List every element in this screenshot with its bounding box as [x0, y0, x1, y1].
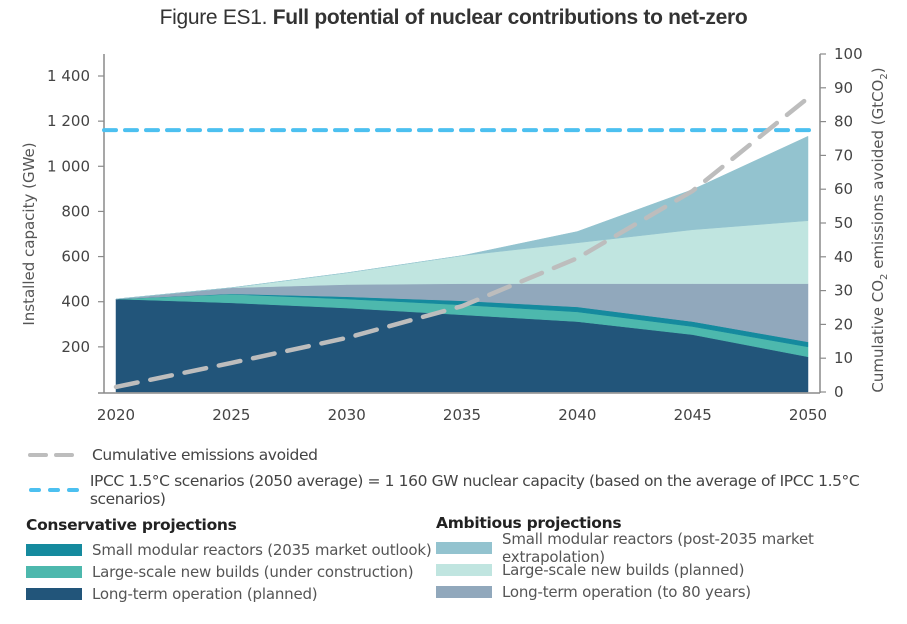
figure-title: Full potential of nuclear contributions … — [272, 6, 748, 29]
y2-tick-label: 50 — [834, 214, 853, 232]
legend-label: Long-term operation (planned) — [92, 585, 318, 603]
legend-ambitious: Ambitious projections Small modular reac… — [436, 514, 907, 603]
legend-item: Small modular reactors (post-2035 market… — [436, 530, 907, 566]
x-tick-label: 2025 — [212, 406, 250, 424]
legend-label: Small modular reactors (2035 market outl… — [92, 541, 432, 559]
y2-tick-label: 60 — [834, 180, 853, 198]
x-tick-label: 2020 — [97, 406, 135, 424]
y-tick-label: 600 — [61, 248, 90, 266]
legend-item: Large-scale new builds (under constructi… — [26, 561, 431, 583]
y2-tick-label: 70 — [834, 146, 853, 164]
y-tick-label: 200 — [61, 338, 90, 356]
legend-swatch — [436, 542, 492, 554]
legend-label: Small modular reactors (post-2035 market… — [502, 530, 814, 566]
legend-item: Long-term operation (to 80 years) — [436, 581, 907, 603]
y-tick-label: 800 — [61, 202, 90, 220]
legend-item: Small modular reactors (2035 market outl… — [26, 539, 432, 561]
legend-label: IPCC 1.5°C scenarios (2050 average) = 1 … — [89, 472, 860, 508]
legend-emissions-line: Cumulative emissions avoided — [28, 446, 318, 464]
y2-axis-title-part: emissions avoided (GtCO — [869, 80, 887, 274]
y-tick-label: 1 200 — [47, 112, 90, 130]
legend-heading: Ambitious projections — [436, 514, 622, 532]
axes — [98, 53, 826, 394]
legend-item: Large-scale new builds (planned) — [436, 559, 907, 581]
x-tick-label: 2030 — [328, 406, 366, 424]
x-tick-label: 2040 — [558, 406, 596, 424]
legend-swatch — [26, 544, 82, 556]
y2-tick-label: 90 — [834, 79, 853, 97]
y2-tick-label: 100 — [834, 45, 863, 63]
area-small-modular-reactors-post-2035-market-extrapolation — [115, 135, 809, 300]
blue-dash-swatch — [29, 488, 82, 492]
y2-tick-label: 0 — [834, 383, 844, 401]
y2-axis-title-part: Cumulative CO — [869, 280, 887, 393]
y2-tick-label: 10 — [834, 349, 853, 367]
x-tick-label: 2050 — [789, 406, 827, 424]
x-tick-label: 2035 — [443, 406, 481, 424]
y2-tick-label: 40 — [834, 248, 853, 266]
y-axis-title: Installed capacity (GWe) — [20, 142, 38, 325]
legend-label: Large-scale new builds (under constructi… — [92, 563, 414, 581]
legend-swatch — [26, 566, 82, 578]
emissions-avoided-line — [113, 95, 811, 390]
legend-heading: Conservative projections — [26, 516, 237, 534]
y2-axis-title-part: ) — [869, 67, 887, 73]
legend-item: Long-term operation (planned) — [26, 583, 431, 605]
x-tick-label: 2045 — [674, 406, 712, 424]
chart-title: Figure ES1. Full potential of nuclear co… — [0, 6, 907, 30]
legend-ipcc-line: IPCC 1.5°C scenarios (2050 average) = 1 … — [28, 472, 907, 508]
legend-swatch — [26, 588, 82, 600]
y-tick-label: 400 — [61, 293, 90, 311]
legend-label: Cumulative emissions avoided — [92, 446, 318, 464]
series-lines — [102, 95, 814, 390]
y-tick-label: 1 400 — [47, 67, 90, 85]
y2-axis-title: Cumulative CO2 emissions avoided (GtCO2) — [869, 67, 890, 392]
figure-number: Figure ES1. — [159, 6, 268, 29]
legend-swatch — [436, 564, 492, 576]
y2-tick-label: 30 — [834, 282, 853, 300]
y-tick-label: 1 000 — [47, 157, 90, 175]
y2-axis-title-part: 2 — [879, 73, 890, 79]
legend-conservative: Conservative projections Small modular r… — [26, 516, 432, 605]
gray-dash-swatch — [28, 453, 84, 457]
y2-axis-title-part: 2 — [879, 274, 890, 280]
stacked-areas — [115, 135, 809, 393]
y2-tick-label: 80 — [834, 113, 853, 131]
legend-label: Large-scale new builds (planned) — [502, 561, 745, 579]
legend-swatch — [436, 586, 492, 598]
legend-label: Long-term operation (to 80 years) — [502, 583, 751, 601]
y2-tick-label: 20 — [834, 315, 853, 333]
